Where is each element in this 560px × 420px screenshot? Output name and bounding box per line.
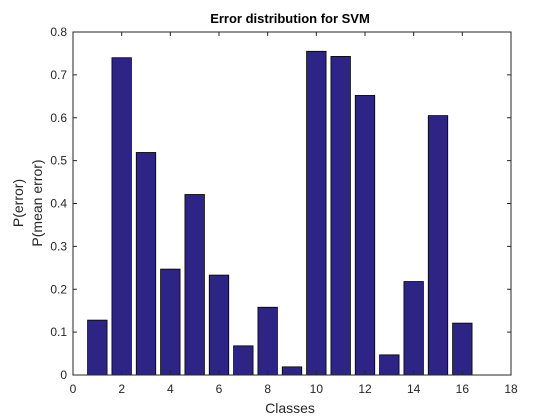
bar-class-12 [354, 95, 376, 376]
y-tick-label: 0 [60, 368, 67, 382]
x-tick-label: 8 [264, 382, 271, 396]
x-tick-label: 12 [358, 382, 372, 396]
bar-class-4 [160, 268, 181, 376]
y-axis-label-line-1: P(error) [10, 179, 26, 227]
x-axis-label: Classes [265, 400, 315, 416]
bar-class-11 [330, 56, 351, 376]
bar-class-8 [257, 306, 278, 376]
x-tick-label: 18 [504, 382, 518, 396]
y-tick-label: 0.1 [50, 325, 67, 339]
bar-class-1 [87, 319, 108, 376]
x-tick-label: 10 [310, 382, 324, 396]
x-tick-label: 2 [118, 382, 125, 396]
bar-class-9 [281, 366, 303, 376]
y-tick-label: 0.7 [50, 68, 67, 82]
x-tick-label: 4 [167, 382, 174, 396]
chart-title: Error distribution for SVM [210, 11, 370, 26]
y-tick-label: 0.5 [50, 154, 67, 168]
bar-class-5 [184, 194, 205, 376]
y-tick-label: 0.2 [50, 282, 67, 296]
x-tick-label: 14 [407, 382, 421, 396]
y-tick-label: 0.3 [50, 239, 67, 253]
x-axis-ticks: 0 2 4 6 8 10 12 14 16 18 [70, 32, 518, 396]
bar-class-7 [233, 345, 254, 376]
bar-class-2 [111, 57, 132, 376]
x-tick-label: 6 [216, 382, 223, 396]
x-tick-label: 0 [70, 382, 77, 396]
bars-group [87, 50, 473, 376]
bar-class-15 [427, 115, 449, 376]
y-axis-label-line-2: P(mean error) [29, 159, 45, 246]
x-tick-label: 16 [456, 382, 470, 396]
bar-class-3 [135, 152, 157, 376]
bar-class-14 [403, 281, 424, 376]
bar-class-16 [452, 322, 473, 376]
y-tick-label: 0.6 [50, 111, 67, 125]
bar-class-10 [306, 50, 327, 376]
y-tick-label: 0.8 [50, 25, 67, 39]
y-tick-label: 0.4 [50, 197, 67, 211]
y-axis-ticks: 0 0.1 0.2 0.3 0.4 0.5 0.6 0.7 0.8 [50, 25, 511, 382]
bar-class-6 [208, 274, 230, 376]
bar-class-13 [379, 354, 400, 376]
